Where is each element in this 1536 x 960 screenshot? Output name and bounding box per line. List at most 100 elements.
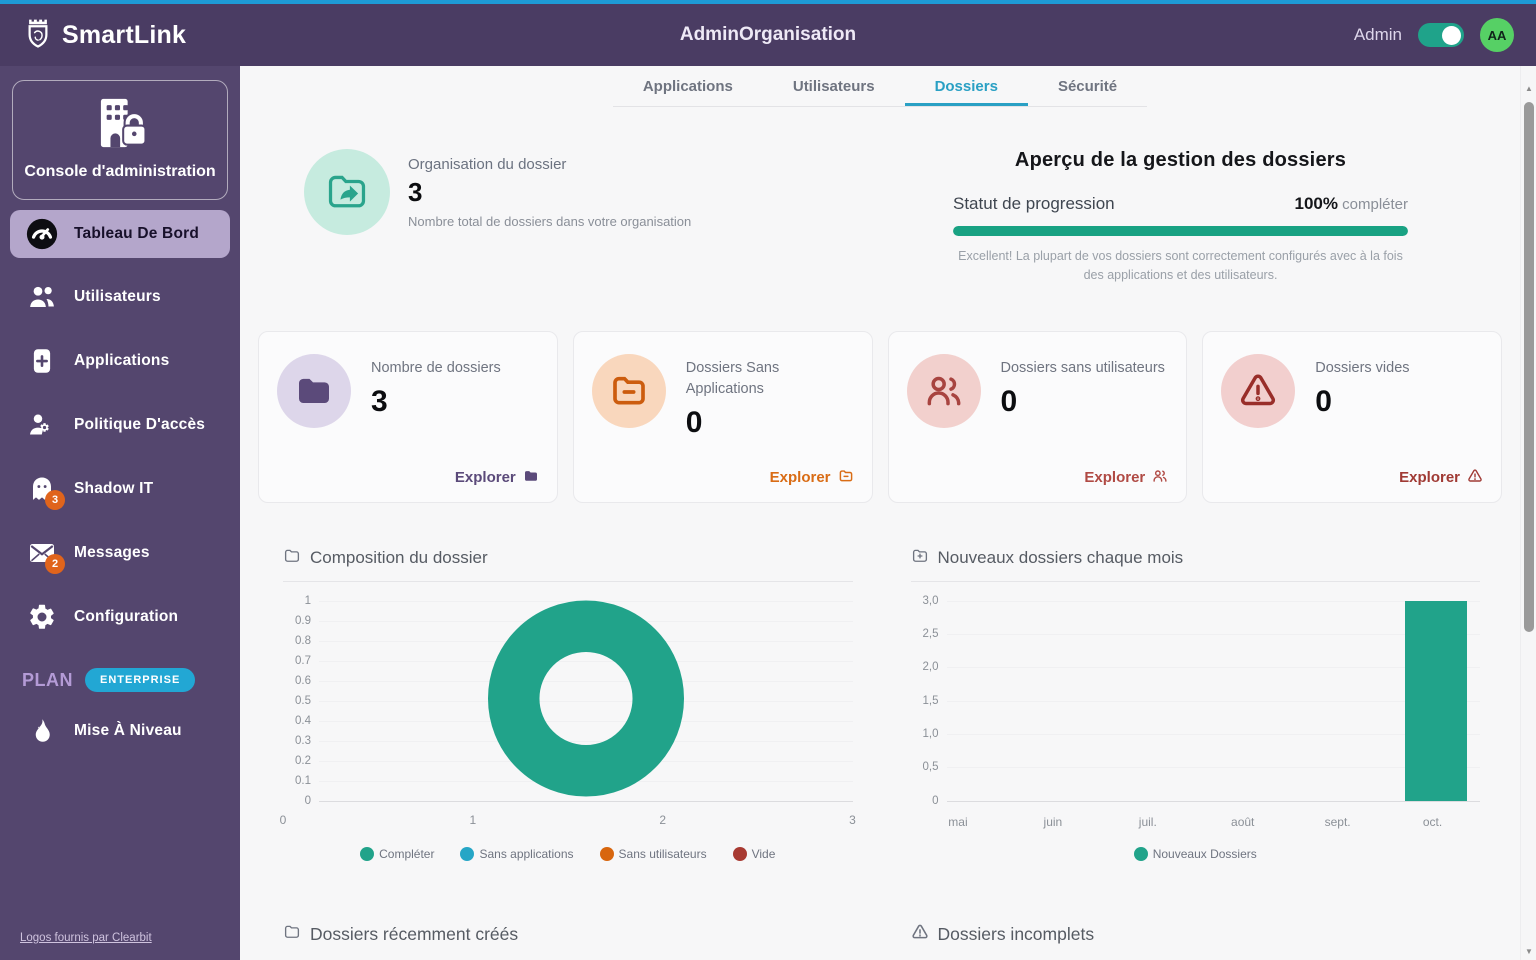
clearbit-link[interactable]: Logos fournis par Clearbit <box>20 932 152 944</box>
explorer-label: Explorer <box>1084 469 1146 486</box>
sidebar-item-label: Shadow IT <box>74 480 154 498</box>
sidebar-item-upgrade[interactable]: Mise À Niveau <box>0 706 240 756</box>
folder-org-summary: Organisation du dossier 3 Nombre total d… <box>304 149 691 235</box>
warning-icon <box>1221 353 1296 428</box>
console-card[interactable]: Console d'administration <box>12 80 228 201</box>
x-tick-label: 0 <box>279 812 287 827</box>
building-lock-icon <box>89 98 151 155</box>
legend-label: Nouveaux Dossiers <box>1152 846 1257 861</box>
stat-card-value: 0 <box>1315 384 1332 418</box>
x-tick-label: juin <box>1043 814 1063 829</box>
tab-dossiers[interactable]: Dossiers <box>904 68 1028 106</box>
mail-icon: 2 <box>26 537 65 575</box>
pie-legend: Compléter Sans applications Sans utilisate… <box>283 846 853 861</box>
sidebar-item-shadow-it[interactable]: 3 Shadow IT <box>0 464 240 514</box>
x-tick-label: sept. <box>1324 814 1351 829</box>
gridline <box>319 740 853 742</box>
explorer-link[interactable]: Explorer <box>1399 468 1483 488</box>
admin-toggle[interactable] <box>1418 23 1464 47</box>
bar-column <box>1035 601 1124 801</box>
users-outline-icon <box>1152 468 1168 488</box>
progress-suffix: compléter <box>1337 196 1408 213</box>
explorer-link[interactable]: Explorer <box>770 468 854 488</box>
brand-name: SmartLink <box>62 20 187 49</box>
legend-dot <box>460 846 475 861</box>
legend-dot <box>732 846 747 861</box>
x-tick-label: août <box>1231 814 1255 829</box>
folder-outline-icon <box>283 547 301 570</box>
gridline <box>946 667 1480 669</box>
notification-badge: 3 <box>45 490 65 511</box>
admin-label: Admin <box>1353 25 1402 44</box>
tab-securite[interactable]: Sécurité <box>1057 78 1118 95</box>
warning-icon <box>1467 468 1483 488</box>
legend-label: Compléter <box>379 846 435 861</box>
sidebar-item-messages[interactable]: 2 Messages <box>0 528 240 578</box>
legend-label: Sans applications <box>479 846 574 861</box>
shield-logo-icon <box>22 18 54 52</box>
legend-item-sans-applications: Sans applications <box>460 846 574 861</box>
progress-value: 100% compléter <box>1294 194 1408 214</box>
sidebar-item-label: Tableau De Bord <box>74 225 200 243</box>
bottom-sections-row: Dossiers récemment créés Dossiers incompl… <box>240 923 1520 946</box>
gridline <box>946 600 1480 602</box>
avatar[interactable]: AA <box>1480 18 1514 52</box>
sidebar-menu: Tableau De Bord Utilisateurs Applications P… <box>0 210 240 642</box>
legend-item-vide: Vide <box>732 846 776 861</box>
stat-card-dossiers-sans-applications: Dossiers Sans Applications 0 Explorer <box>572 330 873 503</box>
legend-label: Vide <box>751 846 776 861</box>
x-tick-label: mai <box>948 814 968 829</box>
sidebar-item-configuration[interactable]: Configuration <box>0 592 240 642</box>
y-tick-label: 0.4 <box>295 714 311 727</box>
scroll-down-icon[interactable]: ▼ <box>1525 947 1533 956</box>
tab-applications[interactable]: Applications <box>642 78 733 95</box>
sidebar-item-label: Utilisateurs <box>74 288 161 306</box>
plan-badge: ENTERPRISE <box>85 668 196 693</box>
y-tick-label: 0.8 <box>295 634 311 647</box>
y-tick-label: 0.7 <box>295 654 311 667</box>
scroll-up-icon[interactable]: ▲ <box>1525 84 1533 93</box>
y-tick-label: 3,0 <box>922 594 939 607</box>
gridline <box>946 733 1480 735</box>
plan-row: PLAN ENTERPRISE <box>0 656 240 706</box>
sidebar-item-applications[interactable]: Applications <box>0 336 240 386</box>
bar-chart-panel: Nouveaux dossiers chaque mois 3,0 2,5 2,0 1… <box>910 547 1480 861</box>
bar-column <box>1124 601 1213 801</box>
top-accent-bar <box>0 0 1536 4</box>
explorer-label: Explorer <box>454 469 516 486</box>
section-title-label: Dossiers récemment créés <box>310 923 519 944</box>
scrollbar-thumb[interactable] <box>1524 102 1534 632</box>
sidebar-item-label: Configuration <box>74 608 179 626</box>
stat-card-value: 0 <box>1000 384 1018 418</box>
page-title: AdminOrganisation <box>679 24 857 45</box>
progress-percent: 100% <box>1294 194 1338 213</box>
y-tick-label: 1,5 <box>922 694 939 707</box>
y-tick-label: 2,0 <box>922 661 939 674</box>
charts-row: Composition du dossier 1 0.9 0.8 0.7 0.6 0.5 0… <box>240 547 1520 861</box>
hero-title: Organisation du dossier <box>408 155 567 173</box>
folder-minus-icon <box>838 468 854 488</box>
folder-outline-icon <box>283 923 301 946</box>
y-tick-label: 1 <box>304 594 311 607</box>
scrollbar[interactable]: ▲ ▼ <box>1520 66 1536 960</box>
x-tick-label: 1 <box>469 812 477 827</box>
explorer-link[interactable]: Explorer <box>1084 468 1168 488</box>
progress-bar <box>953 226 1408 236</box>
gridline <box>946 633 1480 635</box>
section-title-dossiers-incomplets: Dossiers incomplets <box>911 923 1481 946</box>
hero-subtitle: Nombre total de dossiers dans votre orga… <box>408 213 692 229</box>
sidebar-item-utilisateurs[interactable]: Utilisateurs <box>0 272 240 322</box>
legend-dot <box>360 846 375 861</box>
folder-plus-icon <box>911 547 929 570</box>
sidebar-item-politique-d-acces[interactable]: Politique D'accès <box>0 400 240 450</box>
overview-caption: Excellent! La plupart de vos dossiers so… <box>958 249 1403 282</box>
plan-label: PLAN <box>22 669 73 690</box>
console-label: Console d'administration <box>24 163 216 180</box>
brand-logo[interactable]: SmartLink <box>22 18 186 52</box>
tab-utilisateurs[interactable]: Utilisateurs <box>792 78 875 95</box>
explorer-link[interactable]: Explorer <box>455 468 539 488</box>
users-icon <box>26 281 58 313</box>
bar-column <box>1302 601 1391 801</box>
progress-label: Statut de progression <box>953 194 1115 213</box>
sidebar-item-tableau-de-bord[interactable]: Tableau De Bord <box>10 210 230 259</box>
